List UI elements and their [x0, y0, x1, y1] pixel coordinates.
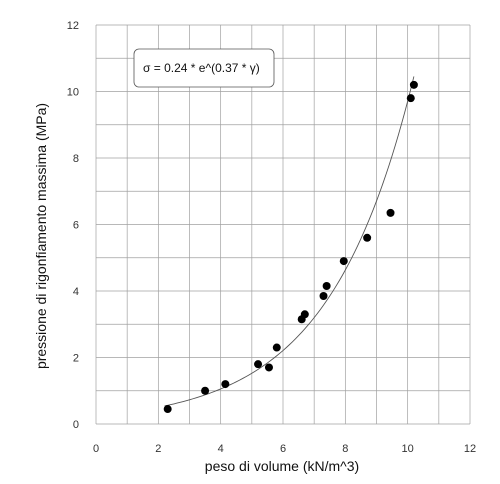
data-point	[406, 94, 415, 103]
data-point	[264, 363, 273, 372]
x-tick-label: 6	[280, 443, 286, 455]
x-tick-label: 8	[342, 443, 348, 455]
data-point	[272, 343, 281, 352]
data-point	[319, 291, 328, 300]
data-point	[386, 208, 395, 217]
x-tick-labels: 0 2 4 6 8 10 12	[93, 443, 476, 455]
y-tick-label: 10	[67, 87, 79, 99]
x-tick-label: 0	[93, 443, 99, 455]
x-tick-label: 2	[155, 443, 161, 455]
y-tick-label: 8	[73, 153, 79, 165]
y-tick-label: 12	[67, 20, 79, 32]
y-tick-label: 4	[73, 286, 79, 298]
data-point	[363, 233, 372, 242]
x-tick-label: 4	[218, 443, 224, 455]
y-tick-label: 2	[73, 353, 79, 365]
data-point	[339, 257, 348, 266]
y-tick-labels: 0 2 4 6 8 10 12	[67, 20, 79, 431]
x-tick-label: 12	[464, 443, 476, 455]
y-tick-label: 6	[73, 220, 79, 232]
fit-equation: σ = 0.24 * e^(0.37 * γ)	[143, 61, 260, 75]
y-axis-title: pressione di rigonfiamento massima (MPa)	[33, 103, 49, 369]
x-tick-label: 10	[402, 443, 414, 455]
y-tick-label: 0	[73, 419, 79, 431]
annotation-box: σ = 0.24 * e^(0.37 * γ)	[133, 48, 275, 88]
data-point	[409, 80, 418, 89]
x-axis-title: peso di volume (kN/m^3)	[205, 458, 359, 474]
data-point	[221, 380, 230, 389]
data-points	[163, 80, 418, 414]
data-point	[201, 386, 210, 395]
grid-lines	[95, 24, 471, 425]
data-point	[300, 310, 309, 319]
data-point	[254, 360, 263, 369]
data-point	[163, 405, 172, 414]
data-point	[322, 282, 331, 291]
